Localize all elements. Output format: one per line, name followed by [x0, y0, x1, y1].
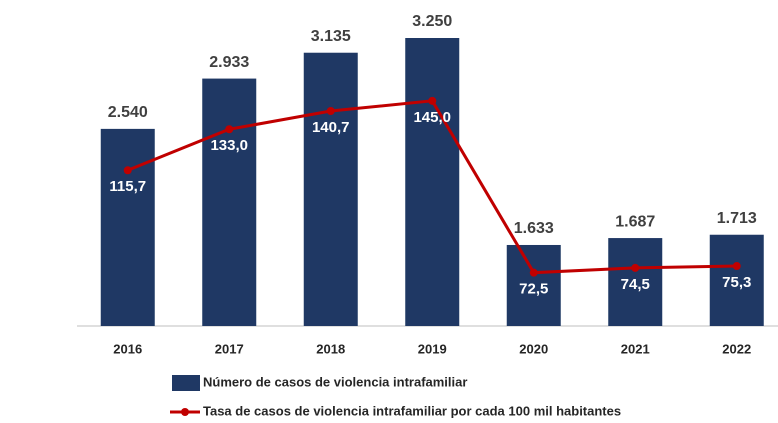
bar-value-label: 2.933	[209, 54, 249, 71]
x-tick-label: 2019	[418, 341, 447, 356]
line-point	[428, 96, 437, 105]
legend-swatch	[172, 375, 200, 391]
line-point	[123, 166, 132, 175]
line-value-label: 145,0	[413, 109, 451, 126]
line-point	[529, 268, 538, 277]
bar	[303, 52, 358, 326]
bar-value-label: 2.540	[108, 104, 148, 121]
x-tick-label: 2020	[519, 341, 548, 356]
line-point	[326, 107, 335, 116]
line-point	[225, 125, 234, 134]
x-tick-label: 2017	[215, 341, 244, 356]
line-value-label: 72,5	[519, 281, 548, 298]
legend-label: Número de casos de violencia intrafamili…	[203, 374, 467, 389]
bar	[506, 244, 561, 326]
bar	[100, 128, 155, 326]
legend-swatch	[181, 408, 189, 416]
bar-value-label: 1.687	[615, 213, 655, 230]
bar	[608, 238, 663, 326]
bar	[709, 234, 764, 326]
line-value-label: 133,0	[210, 137, 248, 154]
bar-value-label: 1.633	[514, 220, 554, 237]
bar-value-label: 3.250	[412, 13, 452, 30]
x-tick-label: 2022	[722, 341, 751, 356]
x-tick-label: 2016	[113, 341, 142, 356]
line-value-label: 74,5	[621, 276, 650, 293]
line-point	[631, 263, 640, 272]
line-point	[732, 262, 741, 271]
line-value-label: 75,3	[722, 274, 751, 291]
bar-value-label: 1.713	[717, 210, 757, 227]
bar	[202, 78, 257, 327]
x-tick-label: 2021	[621, 341, 650, 356]
line-value-label: 140,7	[312, 119, 350, 136]
legend-label: Tasa de casos de violencia intrafamiliar…	[203, 403, 621, 418]
x-tick-label: 2018	[316, 341, 345, 356]
line-value-label: 115,7	[109, 178, 146, 195]
bar	[405, 38, 460, 326]
bar-value-label: 3.135	[311, 28, 351, 45]
